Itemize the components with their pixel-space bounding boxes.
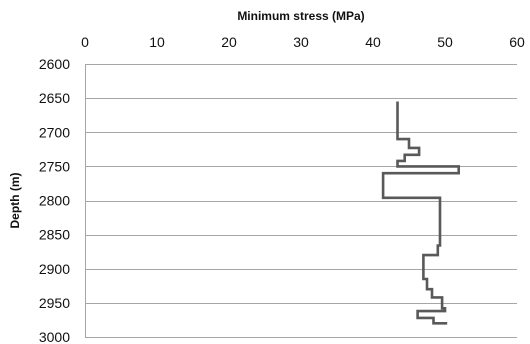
series-layer <box>381 101 461 325</box>
x-tick-label: 60 <box>509 34 525 50</box>
grid-lines <box>85 64 517 338</box>
y-tick-label: 2850 <box>39 227 70 243</box>
y-tick-label: 2750 <box>39 158 70 174</box>
y-tick-label: 2800 <box>39 193 70 209</box>
x-tick-label: 0 <box>81 34 89 50</box>
y-axis-title: Depth (m) <box>8 173 22 229</box>
x-axis-title: Minimum stress (MPa) <box>237 9 364 23</box>
x-tick-label: 10 <box>149 34 165 50</box>
y-tick-label: 2950 <box>39 295 70 311</box>
x-tick-label: 20 <box>221 34 237 50</box>
stress-profile-line <box>381 101 461 325</box>
y-tick-label: 2900 <box>39 261 70 277</box>
y-tick-labels: 2600 2650 2700 2750 2800 2850 2900 2950 3000 <box>39 56 70 344</box>
y-tick-label: 3000 <box>39 329 70 344</box>
x-tick-label: 40 <box>365 34 381 50</box>
x-tick-labels: 0 10 20 30 40 50 60 <box>81 34 525 50</box>
x-tick-label: 50 <box>437 34 453 50</box>
y-tick-label: 2650 <box>39 90 70 106</box>
y-tick-label: 2600 <box>39 56 70 72</box>
y-tick-label: 2700 <box>39 124 70 140</box>
x-tick-label: 30 <box>293 34 309 50</box>
